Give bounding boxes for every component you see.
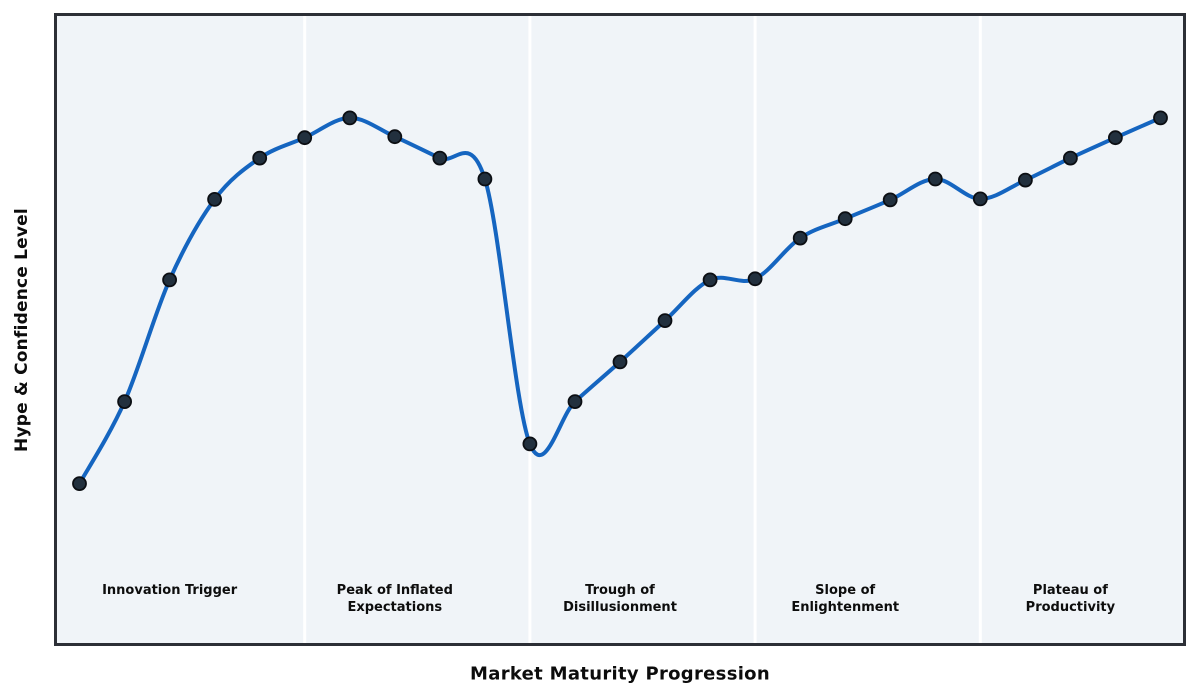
data-point-marker xyxy=(522,436,538,452)
hype-curve-line xyxy=(77,115,1163,486)
data-point-marker xyxy=(297,130,313,146)
data-point-marker xyxy=(207,191,223,207)
phase-label-slope: Slope of Enlightenment xyxy=(791,583,900,615)
data-point-marker xyxy=(567,394,583,410)
data-point-marker xyxy=(1018,172,1033,188)
phase-label-peak: Peak of Inflated Expectations xyxy=(336,583,453,615)
hype-curve-svg xyxy=(72,16,1168,643)
y-axis-label: Hype & Confidence Level xyxy=(12,208,32,452)
data-point-marker xyxy=(702,272,718,288)
x-axis-title: Market Maturity Progression xyxy=(470,663,770,685)
phase-label-plateau: Plateau of Productivity xyxy=(1025,583,1116,615)
data-point-marker xyxy=(1063,150,1078,166)
data-point-marker xyxy=(747,271,763,287)
data-point-marker xyxy=(837,211,853,227)
data-point-marker xyxy=(927,171,943,187)
data-point-marker xyxy=(432,150,448,166)
data-point-marker xyxy=(162,272,178,288)
data-point-marker xyxy=(612,354,628,370)
data-point-marker xyxy=(342,110,358,126)
phase-label-innovation: Innovation Trigger xyxy=(102,583,238,598)
data-point-marker xyxy=(972,191,988,207)
plot-area xyxy=(54,13,1186,646)
data-point-marker xyxy=(477,171,493,187)
data-point-marker xyxy=(72,476,87,492)
data-point-marker xyxy=(1108,130,1123,146)
data-point-marker xyxy=(657,313,673,329)
data-point-marker xyxy=(792,230,808,246)
data-point-marker xyxy=(387,129,403,145)
data-point-marker xyxy=(882,192,898,208)
data-point-marker xyxy=(1153,110,1168,126)
phase-label-trough: Trough of Disillusionment xyxy=(563,583,677,615)
data-point-marker xyxy=(117,394,132,410)
data-point-marker xyxy=(252,150,268,166)
